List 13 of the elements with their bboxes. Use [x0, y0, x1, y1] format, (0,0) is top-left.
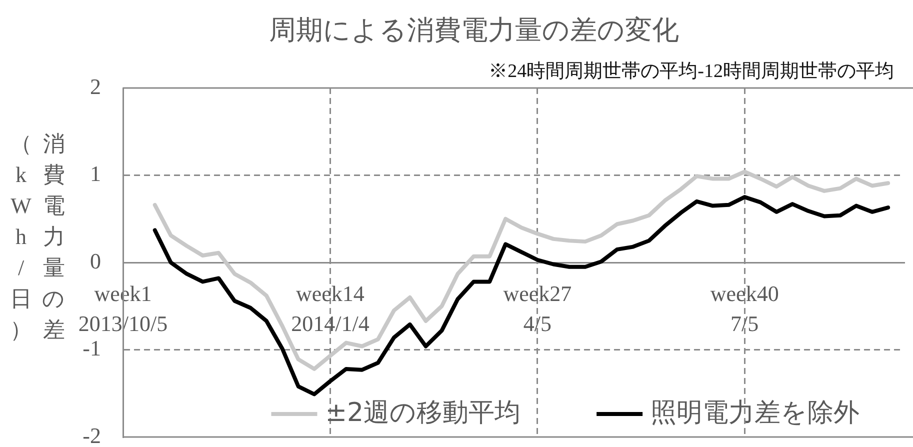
legend-label: 照明電力差を除外	[650, 398, 860, 428]
legend-label: ±2週の移動平均	[325, 398, 521, 428]
text: ※24時間周期世帯の平均-12時間周期世帯の平均	[488, 60, 894, 84]
x-tick-label: week27 4/5	[503, 281, 572, 336]
y-tick-label: -2	[82, 422, 101, 447]
y-tick-label: 0	[90, 248, 101, 274]
chart-title: 周期による消費電力量の差の変化	[269, 14, 679, 48]
y-tick-label: 2	[90, 74, 101, 99]
y-tick-label: -1	[82, 336, 101, 361]
x-tick-label: week40 7/5	[710, 281, 779, 336]
y-tick-label: 1	[90, 161, 101, 186]
text: 消費電力量の差（kWh/日）	[10, 131, 73, 342]
x-tick-label: week14 2014/1/4	[291, 281, 370, 336]
